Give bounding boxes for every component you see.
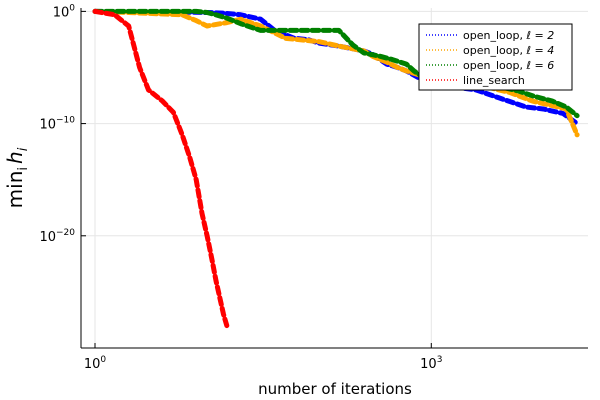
axes	[80, 8, 588, 349]
legend-entry-3: line_search	[463, 74, 525, 87]
y-ticks: 100 10−10 10−20	[39, 3, 86, 245]
x-ticks: 100 103	[84, 343, 442, 372]
legend-entry-2: open_loop, ℓ = 6	[463, 59, 554, 72]
y-tick-label: 10−10	[39, 116, 75, 133]
legend-entry-0: open_loop, ℓ = 2	[463, 29, 554, 42]
x-tick-label: 100	[84, 355, 107, 372]
y-axis-label: minihi	[3, 147, 31, 208]
legend: open_loop, ℓ = 2 open_loop, ℓ = 4 open_loo…	[418, 23, 573, 91]
y-tick-label: 100	[53, 3, 76, 20]
legend-entry-1: open_loop, ℓ = 4	[463, 44, 554, 57]
y-tick-label: 10−20	[39, 228, 75, 245]
x-axis-label: number of iterations	[258, 380, 412, 398]
series-line-3	[92, 8, 230, 329]
x-tick-label: 103	[420, 355, 442, 372]
